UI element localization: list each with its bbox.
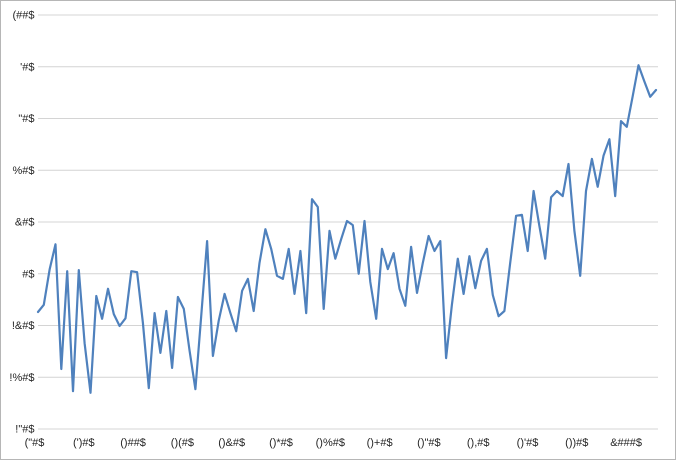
x-tick-label: (')#$: [73, 437, 95, 449]
x-tick-label: ()&#$: [218, 437, 245, 449]
y-tick-label: !"#$: [15, 424, 34, 436]
x-tick-label: ()%#$: [316, 437, 345, 449]
y-tick-label: (##$: [12, 10, 34, 22]
x-tick-label: ()*#$: [269, 437, 293, 449]
x-tick-label: ()'#$: [517, 437, 539, 449]
x-tick-label: ()+#$: [367, 437, 393, 449]
y-tick-label: #$: [22, 268, 34, 280]
x-tick-label: ())#$: [565, 437, 588, 449]
series-line: [36, 64, 658, 394]
x-tick-label: (),#$: [467, 437, 490, 449]
x-tick-label: ("#$: [25, 437, 45, 449]
x-tick-label: ()##$: [120, 437, 146, 449]
y-tick-label: '#$: [20, 61, 34, 73]
y-tick-label: !&#$: [12, 320, 35, 332]
x-tick-label: &###$: [610, 437, 642, 449]
y-tick-label: !%#$: [9, 372, 34, 384]
y-tick-label: "#$: [18, 113, 34, 125]
x-tick-label: ()"#$: [417, 437, 440, 449]
x-tick-label: ()(#$: [171, 437, 194, 449]
y-tick-label: &#$: [15, 217, 35, 229]
y-tick-label: %#$: [12, 165, 34, 177]
